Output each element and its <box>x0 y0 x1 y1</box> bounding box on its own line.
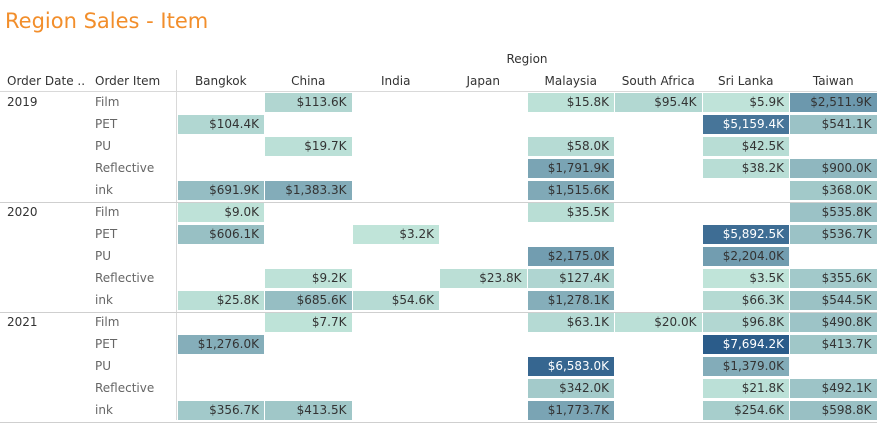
heatmap-cell[interactable]: $23.8K <box>440 269 527 288</box>
heatmap-cell[interactable]: $7,694.2K <box>702 335 789 354</box>
heatmap-cell[interactable]: $95.4K <box>615 93 702 112</box>
item-label: ink <box>95 403 113 417</box>
region-header-malaysia[interactable]: Malaysia <box>544 74 597 88</box>
heatmap-cell[interactable]: $900.0K <box>790 159 877 178</box>
item-label: Reflective <box>95 161 155 175</box>
item-label: Film <box>95 315 120 329</box>
heatmap-cell[interactable]: $127.4K <box>527 269 614 288</box>
year-label: 2019 <box>7 95 38 109</box>
heatmap-cell[interactable]: $685.6K <box>265 291 352 310</box>
header-divider <box>0 91 877 92</box>
region-header-sri-lanka[interactable]: Sri Lanka <box>718 74 774 88</box>
heatmap-cell[interactable]: $413.7K <box>790 335 877 354</box>
heatmap-cell[interactable]: $598.8K <box>790 401 877 420</box>
heatmap-cell[interactable]: $1,791.9K <box>527 159 614 178</box>
heatmap-cell[interactable]: $9.0K <box>177 203 264 222</box>
heatmap-cell[interactable]: $1,379.0K <box>702 357 789 376</box>
heatmap-cell[interactable]: $535.8K <box>790 203 877 222</box>
heatmap-cell[interactable]: $54.6K <box>352 291 439 310</box>
item-label: Film <box>95 205 120 219</box>
heatmap-cell[interactable]: $21.8K <box>702 379 789 398</box>
heatmap-cell[interactable]: $66.3K <box>702 291 789 310</box>
heatmap-cell[interactable]: $3.5K <box>702 269 789 288</box>
region-header-south-africa[interactable]: South Africa <box>621 74 695 88</box>
heatmap-cell[interactable]: $356.7K <box>177 401 264 420</box>
order-date-header[interactable]: Order Date .. <box>7 74 86 88</box>
heatmap-cell[interactable]: $113.6K <box>265 93 352 112</box>
heatmap-cell[interactable]: $35.5K <box>527 203 614 222</box>
item-label: PET <box>95 117 118 131</box>
heatmap-cell[interactable]: $1,383.3K <box>265 181 352 200</box>
heatmap-cell[interactable]: $3.2K <box>352 225 439 244</box>
heatmap-cell[interactable]: $19.7K <box>265 137 352 156</box>
heatmap-cell[interactable]: $1,278.1K <box>527 291 614 310</box>
chart-title: Region Sales - Item <box>5 9 209 33</box>
heatmap-cell[interactable]: $58.0K <box>527 137 614 156</box>
heatmap-cell[interactable]: $5,159.4K <box>702 115 789 134</box>
item-label: PU <box>95 249 112 263</box>
item-label: Reflective <box>95 381 155 395</box>
item-label: ink <box>95 293 113 307</box>
heatmap-cell[interactable]: $1,276.0K <box>177 335 264 354</box>
heatmap-cell[interactable]: $42.5K <box>702 137 789 156</box>
item-label: ink <box>95 183 113 197</box>
heatmap-cell[interactable]: $492.1K <box>790 379 877 398</box>
year-label: 2021 <box>7 315 38 329</box>
heatmap-cell[interactable]: $5.9K <box>702 93 789 112</box>
row-header-divider <box>176 70 177 420</box>
heatmap-cell[interactable]: $342.0K <box>527 379 614 398</box>
heatmap-cell[interactable]: $20.0K <box>615 313 702 332</box>
heatmap-cell[interactable]: $544.5K <box>790 291 877 310</box>
heatmap-cell[interactable]: $368.0K <box>790 181 877 200</box>
heatmap-cell[interactable]: $355.6K <box>790 269 877 288</box>
heatmap-cell[interactable]: $2,204.0K <box>702 247 789 266</box>
heatmap-cell[interactable]: $63.1K <box>527 313 614 332</box>
heatmap-cell[interactable]: $541.1K <box>790 115 877 134</box>
item-label: PU <box>95 359 112 373</box>
heatmap-cell[interactable]: $5,892.5K <box>702 225 789 244</box>
item-label: PET <box>95 337 118 351</box>
heatmap-cell[interactable]: $6,583.0K <box>527 357 614 376</box>
region-header-china[interactable]: China <box>291 74 326 88</box>
heatmap-cell[interactable]: $691.9K <box>177 181 264 200</box>
heatmap-cell[interactable]: $413.5K <box>265 401 352 420</box>
region-header-japan[interactable]: Japan <box>466 74 500 88</box>
region-header-india[interactable]: India <box>381 74 411 88</box>
region-header-bangkok[interactable]: Bangkok <box>194 74 247 88</box>
heatmap-cell[interactable]: $536.7K <box>790 225 877 244</box>
heatmap-cell[interactable]: $38.2K <box>702 159 789 178</box>
heatmap-cell[interactable]: $490.8K <box>790 313 877 332</box>
heatmap-cell[interactable]: $7.7K <box>265 313 352 332</box>
heatmap-cell[interactable]: $254.6K <box>702 401 789 420</box>
year-label: 2020 <box>7 205 38 219</box>
heatmap-cell[interactable]: $9.2K <box>265 269 352 288</box>
item-label: PU <box>95 139 112 153</box>
region-header-taiwan[interactable]: Taiwan <box>812 74 854 88</box>
heatmap-cell[interactable]: $2,175.0K <box>527 247 614 266</box>
heatmap-cell[interactable]: $15.8K <box>527 93 614 112</box>
item-label: PET <box>95 227 118 241</box>
item-label: Reflective <box>95 271 155 285</box>
heatmap-cell[interactable]: $1,515.6K <box>527 181 614 200</box>
region-group-header: Region <box>506 52 548 66</box>
heatmap-cell[interactable]: $1,773.7K <box>527 401 614 420</box>
heatmap-cell[interactable]: $25.8K <box>177 291 264 310</box>
order-item-header[interactable]: Order Item <box>95 74 161 88</box>
year-divider <box>0 202 877 203</box>
year-divider <box>0 312 877 313</box>
heatmap-cell[interactable]: $104.4K <box>177 115 264 134</box>
item-label: Film <box>95 95 120 109</box>
heatmap-cell[interactable]: $96.8K <box>702 313 789 332</box>
heatmap-cell[interactable]: $606.1K <box>177 225 264 244</box>
heatmap-cell[interactable]: $2,511.9K <box>790 93 877 112</box>
